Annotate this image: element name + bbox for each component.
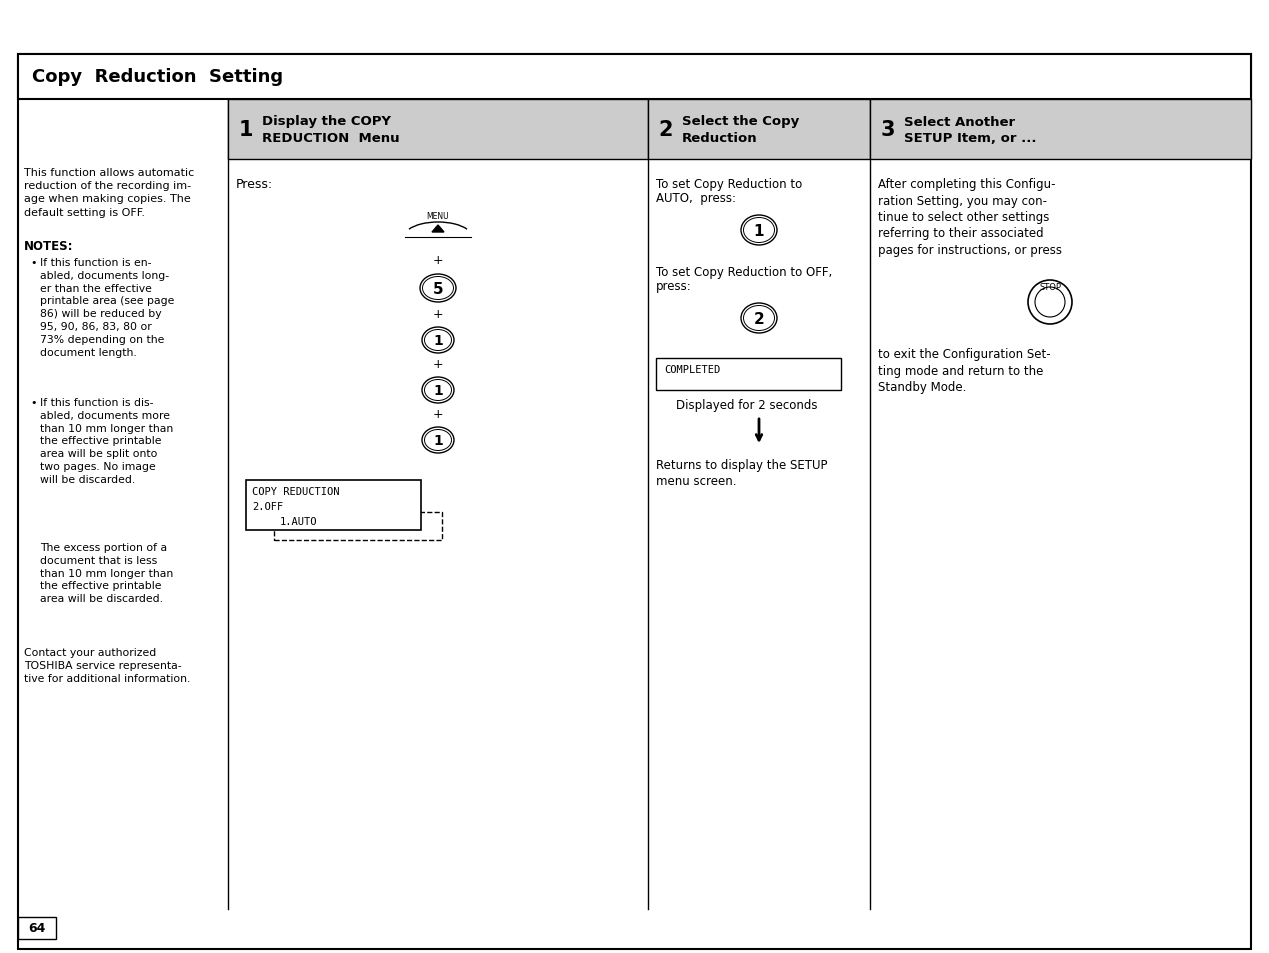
Text: 5: 5 — [433, 281, 443, 296]
Text: Contact your authorized
TOSHIBA service representa-
tive for additional informat: Contact your authorized TOSHIBA service … — [24, 647, 190, 683]
Ellipse shape — [423, 328, 454, 354]
Ellipse shape — [420, 274, 456, 303]
Text: +: + — [433, 308, 443, 321]
Text: Returns to display the SETUP
menu screen.: Returns to display the SETUP menu screen… — [656, 458, 827, 488]
Polygon shape — [431, 226, 444, 233]
Text: Press:: Press: — [236, 178, 273, 191]
Bar — [274, 513, 442, 540]
Text: +: + — [433, 358, 443, 371]
Ellipse shape — [744, 218, 774, 243]
Bar — [18, 55, 1251, 100]
Text: Copy  Reduction  Setting: Copy Reduction Setting — [32, 69, 283, 87]
Text: Select Another
SETUP Item, or ...: Select Another SETUP Item, or ... — [904, 115, 1037, 144]
Ellipse shape — [423, 428, 454, 454]
Bar — [18, 917, 56, 939]
Text: If this function is en-
abled, documents long-
er than the effective
printable a: If this function is en- abled, documents… — [41, 257, 174, 357]
Text: 1: 1 — [433, 334, 443, 348]
Bar — [228, 100, 648, 160]
Text: 64: 64 — [28, 922, 46, 935]
Text: 2.OFF: 2.OFF — [253, 501, 283, 512]
Text: This function allows automatic
reduction of the recording im-
age when making co: This function allows automatic reduction… — [24, 168, 194, 217]
Text: 1: 1 — [433, 384, 443, 397]
Text: To set Copy Reduction to: To set Copy Reduction to — [656, 178, 802, 191]
Bar — [656, 358, 841, 391]
Text: STOP: STOP — [1039, 283, 1061, 292]
Ellipse shape — [425, 430, 452, 451]
Text: •: • — [30, 257, 37, 268]
Text: 1.AUTO: 1.AUTO — [280, 517, 317, 526]
Text: Displayed for 2 seconds: Displayed for 2 seconds — [676, 398, 817, 412]
Ellipse shape — [744, 306, 774, 331]
Text: After completing this Configu-
ration Setting, you may con-
tinue to select othe: After completing this Configu- ration Se… — [878, 178, 1062, 256]
Bar — [648, 100, 871, 160]
Text: If this function is dis-
abled, documents more
than 10 mm longer than
the effect: If this function is dis- abled, document… — [41, 397, 174, 484]
Text: •: • — [30, 397, 37, 408]
Ellipse shape — [423, 277, 453, 300]
Bar — [246, 480, 421, 531]
Text: AUTO,  press:: AUTO, press: — [656, 192, 736, 205]
Ellipse shape — [425, 330, 452, 351]
Text: to exit the Configuration Set-
ting mode and return to the
Standby Mode.: to exit the Configuration Set- ting mode… — [878, 348, 1051, 394]
Text: +: + — [433, 408, 443, 421]
Text: +: + — [433, 254, 443, 267]
Text: COMPLETED: COMPLETED — [664, 365, 721, 375]
Text: MENU: MENU — [426, 212, 449, 221]
Text: 2: 2 — [659, 120, 674, 140]
Text: press:: press: — [656, 280, 692, 293]
Text: 3: 3 — [881, 120, 895, 140]
Ellipse shape — [423, 377, 454, 403]
Text: 1: 1 — [433, 434, 443, 448]
Text: 2: 2 — [754, 312, 764, 326]
Circle shape — [1028, 281, 1072, 325]
Ellipse shape — [741, 304, 777, 334]
Text: 1: 1 — [754, 223, 764, 238]
Ellipse shape — [425, 380, 452, 401]
Text: To set Copy Reduction to OFF,: To set Copy Reduction to OFF, — [656, 266, 832, 278]
Text: COPY REDUCTION: COPY REDUCTION — [253, 486, 340, 497]
Text: Display the COPY
REDUCTION  Menu: Display the COPY REDUCTION Menu — [261, 115, 400, 144]
Text: Select the Copy
Reduction: Select the Copy Reduction — [681, 115, 799, 144]
Ellipse shape — [741, 215, 777, 246]
Text: The excess portion of a
document that is less
than 10 mm longer than
the effecti: The excess portion of a document that is… — [41, 542, 174, 603]
Bar — [871, 100, 1251, 160]
Text: 1: 1 — [239, 120, 254, 140]
Text: NOTES:: NOTES: — [24, 240, 74, 253]
Circle shape — [1036, 288, 1065, 317]
